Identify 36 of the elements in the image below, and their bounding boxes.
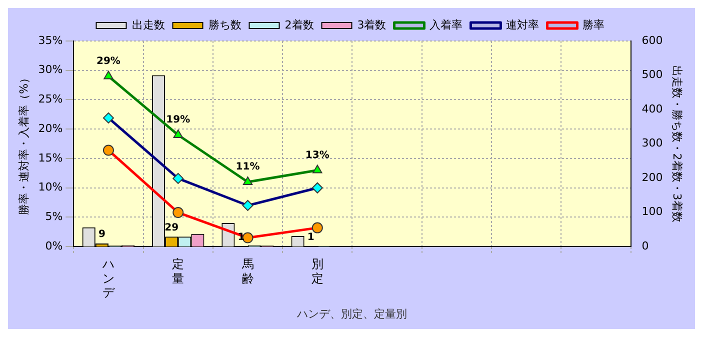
y2-tick-label: 300 [642, 136, 663, 150]
data-label: 11% [236, 162, 260, 173]
y-tick-label: 15% [38, 151, 63, 164]
x-tick-label: 定量 [172, 256, 184, 286]
legend-label: 連対率 [506, 18, 540, 32]
x-tick-label: 馬齢 [240, 256, 254, 286]
data-label: 1 [307, 232, 314, 243]
y-tick-label: 30% [38, 63, 63, 76]
y2-tick-label: 500 [642, 68, 663, 82]
y-tick-label: 25% [38, 92, 63, 106]
y2-tick-label: 0 [642, 239, 649, 252]
y-tick-label: 20% [38, 122, 63, 135]
legend-label: 出走数 [132, 18, 165, 32]
y2-tick-label: 100 [642, 205, 663, 218]
y-axis-title: 勝率・連対率・入着率（%） [17, 72, 30, 216]
data-label: 19% [166, 114, 190, 126]
y2-tick-label: 200 [642, 170, 663, 184]
y-tick-label: 35% [38, 34, 63, 47]
y-tick-label: 5% [45, 210, 63, 224]
data-label: 9 [98, 229, 106, 240]
legend-label: 入着率 [430, 18, 463, 32]
x-tick-label: ハンデ [101, 256, 116, 300]
y2-tick-label: 400 [642, 102, 663, 116]
data-label: 29 [164, 222, 179, 234]
y-tick-label: 0% [45, 239, 63, 252]
data-label: 29% [96, 56, 120, 67]
y2-axis-title: 出走数・勝ち数・2着数・3着数 [670, 65, 684, 222]
legend-label: 勝率 [582, 18, 605, 32]
legend-label: 2着数 [284, 18, 314, 32]
legend-label: 勝ち数 [208, 18, 242, 32]
x-axis-title: ハンデ、別定、定量別 [296, 307, 408, 320]
data-label: 13% [305, 150, 330, 161]
y-tick-label: 10% [38, 180, 63, 194]
x-tick-label: 別定 [311, 256, 324, 286]
legend-label: 3着数 [357, 18, 386, 32]
y2-tick-label: 600 [642, 34, 663, 47]
